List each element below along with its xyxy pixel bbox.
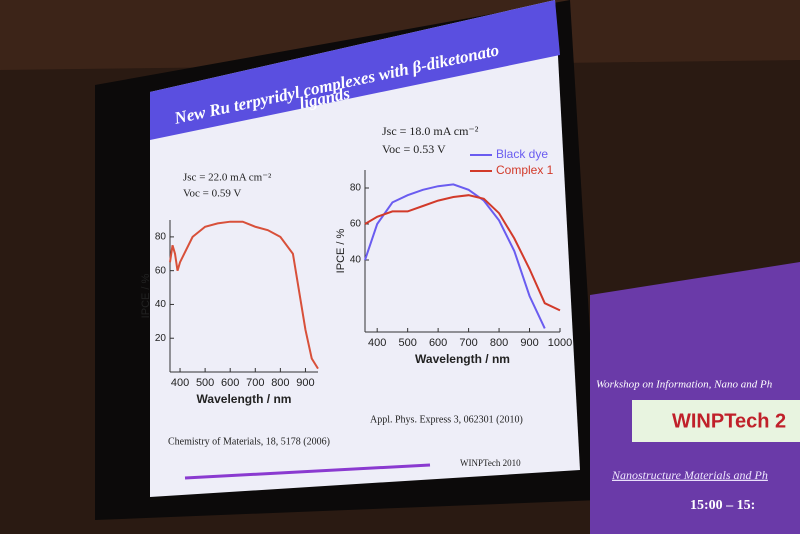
y-tick-label: 40	[350, 255, 362, 266]
x-axis-label: Wavelength / nm	[415, 352, 510, 366]
x-tick-label: 400	[368, 337, 386, 349]
x-tick-label: 700	[246, 377, 264, 389]
citation: Chemistry of Materials, 18, 5178 (2006)	[168, 436, 330, 447]
line-series	[169, 220, 319, 370]
footer-line	[184, 463, 431, 480]
y-tick-label: 80	[350, 183, 362, 194]
sign-text: 15:00 – 15:	[690, 498, 755, 513]
y-axis-label: IPCE / %	[335, 228, 347, 273]
x-tick-label: 500	[398, 337, 416, 349]
x-tick-label: 700	[459, 337, 477, 349]
sign-text: WINPTech 2	[672, 410, 786, 432]
slide-header	[150, 0, 560, 140]
jsc-label: Jsc = 22.0 mA cm⁻²	[183, 172, 272, 184]
legend-label: Black dye	[496, 147, 548, 161]
line-series	[364, 194, 561, 312]
y-axis-label: IPCE / %	[140, 273, 152, 318]
citation: Appl. Phys. Express 3, 062301 (2010)	[370, 414, 523, 425]
y-tick-label: 40	[155, 299, 167, 310]
x-tick-label: 600	[429, 337, 447, 349]
voc-label: Voc = 0.59 V	[183, 188, 241, 200]
voc-label: Voc = 0.53 V	[382, 142, 446, 156]
sign-text: Workshop on Information, Nano and Ph	[596, 379, 773, 391]
x-tick-label: 400	[171, 377, 189, 389]
y-tick-label: 80	[155, 232, 167, 243]
x-tick-label: 800	[490, 337, 508, 349]
x-tick-label: 600	[221, 377, 239, 389]
sign-banner	[632, 400, 800, 442]
legend-label: Complex 1	[496, 163, 554, 177]
y-tick-label: 60	[350, 219, 362, 230]
sign-text: Nanostructure Materials and Ph	[611, 468, 768, 482]
line-series	[364, 183, 546, 329]
jsc-label: Jsc = 18.0 mA cm⁻²	[382, 124, 479, 138]
x-axis-label: Wavelength / nm	[197, 392, 292, 406]
y-tick-label: 60	[155, 265, 167, 276]
x-tick-label: 900	[520, 337, 538, 349]
y-tick-label: 20	[155, 333, 167, 344]
sign-board	[590, 262, 800, 534]
x-tick-label: 1000	[548, 337, 572, 349]
x-tick-label: 800	[271, 377, 289, 389]
x-tick-label: 900	[296, 377, 314, 389]
footer: WINPTech 2010	[460, 458, 521, 468]
x-tick-label: 500	[196, 377, 214, 389]
